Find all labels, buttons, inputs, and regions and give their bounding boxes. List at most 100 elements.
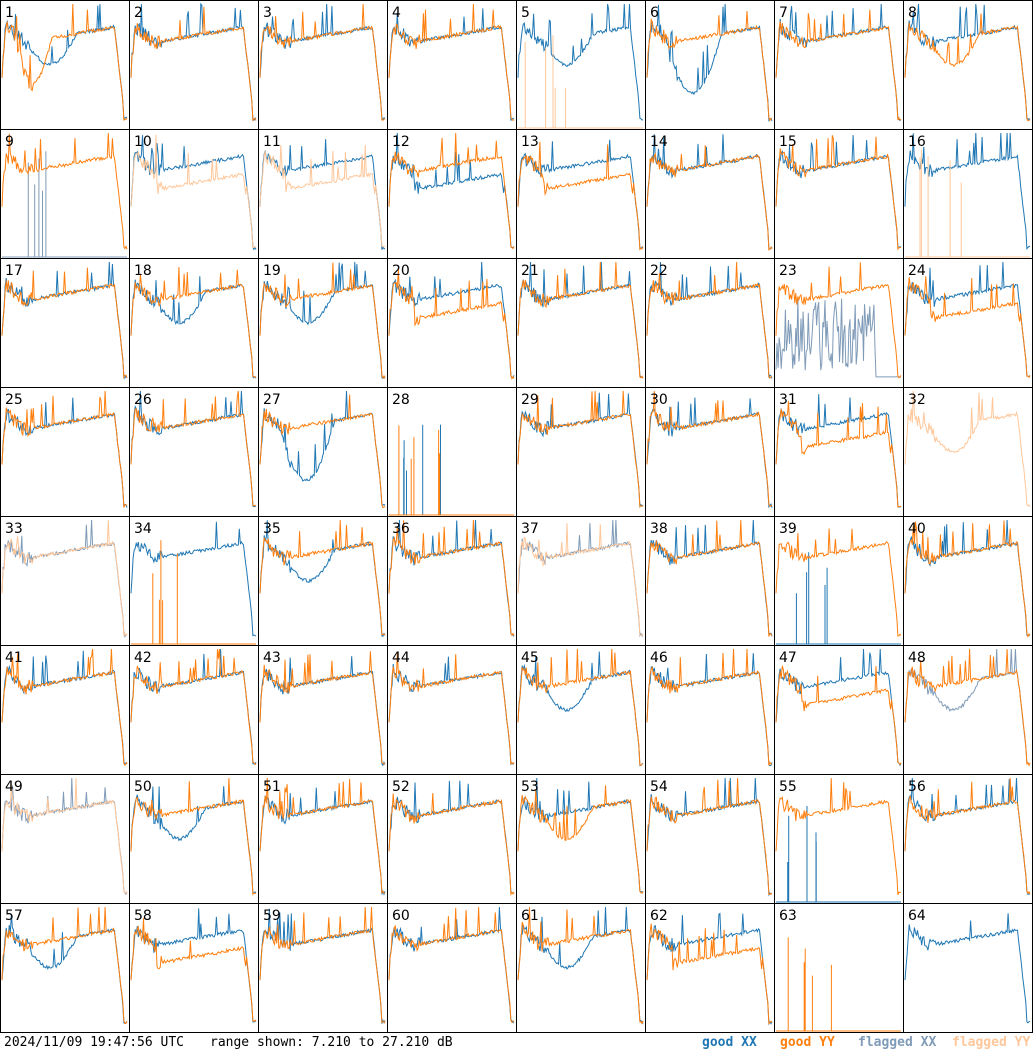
- panel-36: 36: [387, 516, 517, 646]
- panel-frame: [516, 903, 646, 1033]
- series-yy-11: [259, 144, 386, 248]
- series-yy-1: [1, 3, 128, 122]
- panel-15: 15: [774, 129, 904, 259]
- panel-frame: [903, 903, 1033, 1033]
- panel-label: 45: [521, 650, 539, 666]
- panel-label: 27: [263, 392, 281, 408]
- series-yy-12: [388, 132, 515, 250]
- panel-label: 24: [908, 263, 926, 279]
- panel-44: 44: [387, 645, 517, 775]
- panel-frame: [129, 129, 259, 259]
- panel-39: 39: [774, 516, 904, 646]
- series-xx-62: [646, 912, 773, 1026]
- panel-frame: [258, 387, 388, 517]
- series-yy-26: [130, 390, 257, 507]
- panel-61: 61: [516, 903, 646, 1033]
- series-yy-46: [646, 648, 773, 766]
- series-yy-31: [775, 401, 902, 508]
- panel-50: 50: [129, 774, 259, 904]
- panel-label: 4: [392, 5, 401, 21]
- panel-label: 63: [779, 908, 797, 924]
- panel-label: 9: [5, 134, 14, 150]
- panel-47: 47: [774, 645, 904, 775]
- panel-frame: [387, 0, 517, 130]
- panel-label: 48: [908, 650, 926, 666]
- panel-label: 57: [5, 908, 23, 924]
- series-yy-17: [1, 267, 128, 380]
- series-yy-29: [517, 390, 643, 508]
- panel-label: 29: [521, 392, 539, 408]
- series-xx-17: [1, 261, 128, 379]
- panel-label: 44: [392, 650, 410, 666]
- panel-55: 55: [774, 774, 904, 904]
- panel-label: 55: [779, 779, 797, 795]
- legend-good-xx: good XX: [702, 1035, 757, 1050]
- series-xx-16: [904, 132, 1030, 250]
- timestamp: 2024/11/09 19:47:56 UTC: [4, 1035, 185, 1050]
- panel-6: 6: [645, 0, 775, 130]
- series-yy-3: [259, 3, 386, 121]
- panel-frame: [387, 129, 517, 259]
- panel-frame: [129, 0, 259, 130]
- panel-64: 64: [903, 903, 1033, 1033]
- series-yy-36: [388, 519, 515, 637]
- panel-label: 50: [134, 779, 152, 795]
- panel-frame: [0, 774, 130, 904]
- panel-frame: [516, 258, 646, 388]
- panel-frame: [129, 903, 259, 1033]
- panel-frame: [258, 129, 388, 259]
- series-yy-52: [388, 792, 515, 897]
- panel-12: 12: [387, 129, 517, 259]
- panel-label: 26: [134, 392, 152, 408]
- series-yy-35: [259, 519, 386, 636]
- series-xx-28: [389, 424, 514, 516]
- series-yy-44: [388, 652, 515, 766]
- panel-frame: [387, 516, 517, 646]
- panel-frame: [645, 903, 775, 1033]
- panel-11: 11: [258, 129, 388, 259]
- series-xx-14: [646, 134, 773, 250]
- panel-label: 2: [134, 5, 143, 21]
- panel-label: 37: [521, 521, 539, 537]
- panel-31: 31: [774, 387, 904, 517]
- panel-frame: [258, 645, 388, 775]
- series-yy-13: [517, 141, 644, 251]
- panel-label: 35: [263, 521, 281, 537]
- panel-label: 21: [521, 263, 539, 279]
- series-xx-47: [775, 648, 902, 767]
- panel-62: 62: [645, 903, 775, 1033]
- panel-label: 59: [263, 908, 281, 924]
- panel-label: 22: [650, 263, 668, 279]
- series-xx-60: [388, 906, 515, 1024]
- series-yy-55: [775, 777, 902, 895]
- panel-frame: [0, 387, 130, 517]
- panel-label: 1: [5, 5, 14, 21]
- series-yy-54: [646, 777, 773, 895]
- panel-25: 25: [0, 387, 130, 517]
- series-xx-23: [775, 298, 901, 378]
- panel-22: 22: [645, 258, 775, 388]
- panel-frame: [387, 258, 517, 388]
- series-yy-25: [1, 390, 128, 508]
- panel-frame: [645, 0, 775, 130]
- series-xx-2: [130, 2, 257, 122]
- series-yy-42: [130, 648, 257, 766]
- panel-63: 63: [774, 903, 904, 1033]
- series-yy-32: [904, 390, 1031, 508]
- series-yy-27: [259, 394, 386, 509]
- panel-label: 32: [908, 392, 926, 408]
- panel-label: 56: [908, 779, 926, 795]
- panel-label: 42: [134, 650, 152, 666]
- series-yy-30: [646, 390, 773, 507]
- series-xx-39: [776, 552, 901, 645]
- panel-label: 18: [134, 263, 152, 279]
- panel-label: 28: [392, 392, 410, 408]
- panel-frame: [129, 645, 259, 775]
- series-yy-15: [775, 135, 902, 251]
- panel-16: 16: [903, 129, 1033, 259]
- panel-label: 12: [392, 134, 410, 150]
- series-yy-60: [388, 907, 515, 1024]
- panel-label: 20: [392, 263, 410, 279]
- panel-frame: [774, 516, 904, 646]
- panel-label: 7: [779, 5, 788, 21]
